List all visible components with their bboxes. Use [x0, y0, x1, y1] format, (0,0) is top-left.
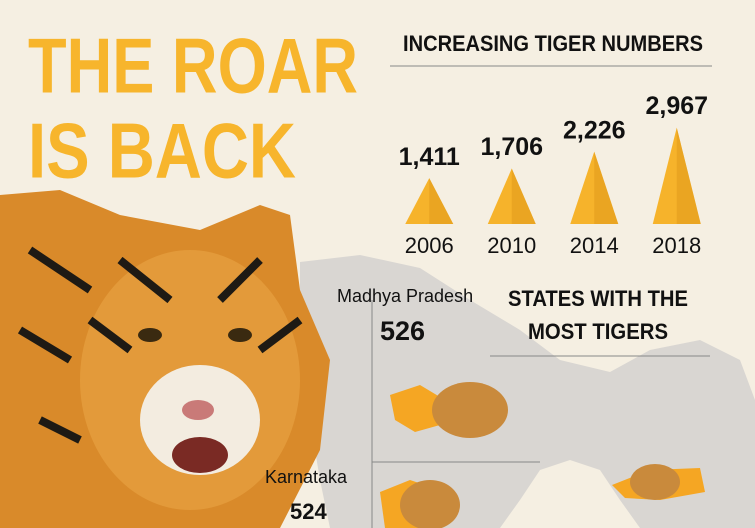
tiger-muzzle [140, 365, 260, 475]
state-value: 524 [290, 499, 327, 524]
pyramid-shade [594, 151, 619, 224]
map [300, 255, 755, 528]
value-label: 2,226 [563, 116, 626, 144]
states-title: STATES WITH THE [508, 286, 688, 311]
state-value: 526 [380, 316, 425, 346]
x-tick-label: 2014 [570, 233, 619, 258]
state-name: Karnataka [265, 467, 348, 487]
value-label: 1,411 [399, 143, 460, 171]
chart: 2006 1,411 2010 1,706 2014 2,226 2018 2,967 [399, 92, 708, 258]
tiger-stripes [17, 246, 303, 444]
tiger-image [400, 480, 460, 528]
value-label: 2,967 [645, 92, 708, 120]
pyramid-shade [429, 178, 454, 224]
headline: THE ROAR [28, 22, 358, 110]
chart-title: INCREASING TIGER NUMBERS [403, 31, 703, 56]
tiger-image [432, 382, 508, 438]
pyramid-shade [676, 127, 701, 224]
x-tick-label: 2010 [487, 233, 536, 258]
tiger-eye [138, 328, 162, 342]
states-title: MOST TIGERS [528, 319, 668, 344]
headline: IS BACK [28, 107, 296, 195]
pyramid-shade [511, 168, 536, 224]
tiger-image [630, 464, 680, 500]
tiger-mouth [172, 437, 228, 473]
value-label: 1,706 [480, 133, 543, 161]
tiger-nose [182, 400, 214, 420]
x-tick-label: 2006 [405, 233, 454, 258]
state-name: Madhya Pradesh [337, 286, 473, 306]
x-tick-label: 2018 [652, 233, 701, 258]
state-shape [390, 385, 445, 432]
tiger-eye [228, 328, 252, 342]
